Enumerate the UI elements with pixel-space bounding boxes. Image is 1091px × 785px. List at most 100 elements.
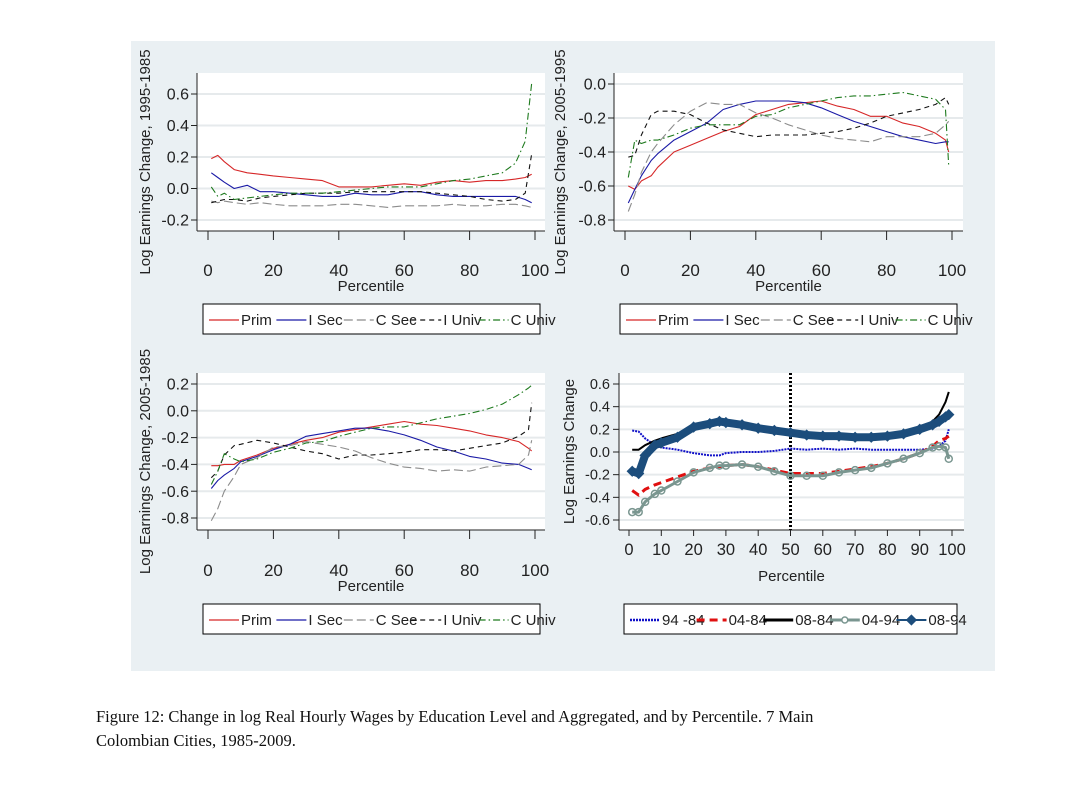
legend-label: C See [376,612,418,629]
series-line-prim [628,100,950,190]
y-tick-label: -0.2 [578,111,606,128]
y-axis-label: Log Earnings Change, 2005-1985 [137,349,154,574]
data-point-08-94 [639,449,651,462]
data-point-08-94 [881,430,894,442]
series-line-i-sec [210,172,532,204]
series-group [210,82,533,208]
data-point-04-94 [818,471,828,481]
x-tick-label: 10 [652,541,670,559]
data-point-04-94 [673,477,682,486]
x-tick-label: 100 [938,261,966,280]
y-tick-label: -0.8 [161,511,189,528]
x-tick-label: 20 [264,561,283,580]
data-point-04-94 [850,465,860,475]
data-point-08-94 [671,431,684,443]
data-point-08-94 [720,416,732,429]
data-point-04-94 [867,463,876,473]
x-tick-label: 70 [846,541,864,559]
x-axis-label: Percentile [338,278,405,295]
y-tick-label: -0.2 [161,213,189,230]
x-tick-label: 80 [460,561,479,580]
data-point-04-94 [634,507,643,517]
data-point-08-94 [736,419,748,431]
x-tick-label: 40 [329,261,348,280]
y-tick-label: 0.4 [167,118,189,135]
data-point-08-94 [768,424,781,437]
legend-label: I Sec [725,312,760,329]
legend-label: I Univ [443,312,482,329]
x-tick-label: 60 [812,261,831,280]
legend-label: 04-84 [729,612,767,629]
series-line-prim [211,154,532,188]
data-point-04-94 [753,462,763,471]
legend-label: I Univ [860,312,899,329]
chart-1: 0.6 0.4 0.2 0.0 -0.2 0 20 40 60 80 100 Percentile Lo… [137,49,557,335]
series-line-i-univ [211,153,533,204]
x-axis-label: Percentile [755,278,822,295]
y-tick-label: -0.2 [161,430,189,447]
x-tick-label: 30 [717,541,735,559]
y-tick-label: -0.6 [161,484,189,501]
series-group [210,384,533,521]
legend-label: 94 -84 [662,612,705,629]
data-point-08-94 [914,423,926,435]
chart-3: 0.2 0.0 -0.2 -0.4 -0.6 -0.8 0 20 40 60 80 100 Percen… [137,349,556,635]
x-tick-label: 0 [624,541,633,559]
data-point-04-94 [915,448,924,458]
data-point-04-94 [737,460,747,469]
data-point-04-94 [770,467,779,476]
legend-label: C Sec [376,312,417,329]
data-point-08-94 [817,430,829,442]
legend-label: I Univ [443,612,482,629]
x-tick-label: 50 [781,541,799,559]
legend-label: 08-94 [928,612,966,629]
legend-marker [841,616,849,624]
y-tick-label: 0.6 [167,87,189,104]
x-tick-label: 60 [395,261,414,280]
data-point-08-94 [897,428,910,440]
legend: Prim I Sec C Sec I Univ C Univ [202,303,557,335]
series-line-c-univ [210,384,533,485]
y-tick-label: -0.6 [585,513,610,529]
data-point-08-94 [687,421,700,433]
y-tick-label: -0.4 [585,490,610,506]
series-line-c-univ [210,82,533,201]
data-point-08-94 [704,418,716,430]
data-point-04-94 [786,471,795,481]
data-point-04-94 [883,459,892,468]
data-point-08-94 [784,427,797,439]
series-line-c-sec [627,102,950,212]
data-point-04-94 [802,471,811,481]
data-point-04-94 [650,489,660,499]
y-tick-label: -0.6 [578,179,606,196]
data-point-04-94 [721,461,731,470]
series-group [627,91,950,212]
x-tick-label: 20 [681,261,700,280]
y-tick-label: 0.2 [167,377,189,394]
data-point-08-94 [655,437,667,449]
data-point-08-94 [800,429,813,441]
legend: 94 -84 04-84 08-84 04-94 08-94 [623,603,967,635]
y-tick-label: 0.0 [167,181,189,198]
x-tick-label: 100 [938,541,966,559]
data-point-04-94 [705,463,714,473]
x-tick-label: 40 [329,561,348,580]
series-line-c-univ [627,91,950,178]
data-point-08-94 [849,431,861,443]
y-axis-label: Log Earnings Change, 1995-1985 [137,49,154,274]
data-point-08-94 [633,467,645,480]
legend-label: I Sec [308,312,343,329]
series-line-i-univ [210,402,533,479]
legend-box [202,603,541,635]
legend-label: Prim [658,312,689,329]
y-axis-label: Log Earnings Change [561,379,578,524]
x-tick-label: 40 [749,541,767,559]
legend-label: Prim [241,312,272,329]
series-line-c-sec [211,200,532,208]
y-tick-label: 0.2 [590,422,610,438]
legend-label: C Univ [511,312,557,329]
caption-line-1: Figure 12: Change in log Real Hourly Wag… [96,707,814,726]
x-axis-label: Percentile [758,568,825,585]
y-axis-label: Log Earnings Change, 2005-1995 [552,49,569,274]
